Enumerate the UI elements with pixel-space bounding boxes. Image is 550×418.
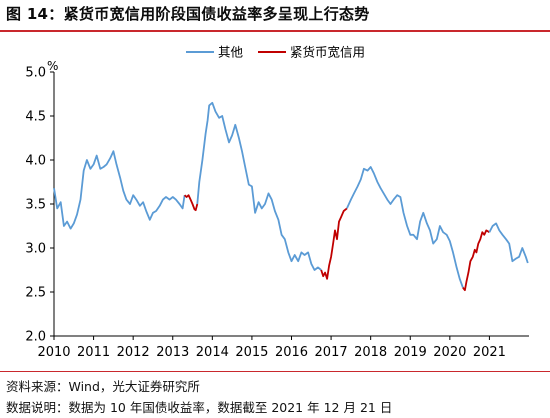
chart-axes: 2.0 2.5 3.0 3.5 4.0 4.5 5.0 % 2010 2011 2012 2013 20…: [25, 59, 529, 360]
title-rule: [0, 30, 550, 32]
tight-money-series-line-3: [320, 207, 348, 280]
other-series-line-2: [196, 101, 322, 271]
line-chart: 2.0 2.5 3.0 3.5 4.0 4.5 5.0 % 2010 2011 2012 2013 20…: [25, 45, 529, 360]
other-series-line-4: [346, 166, 464, 288]
y-tick-label: 5.0: [25, 66, 46, 81]
y-tick-label: 2.0: [25, 330, 46, 345]
tight-money-series-line-1: [183, 194, 199, 212]
chart-lines: [53, 101, 529, 292]
other-series-line-6: [488, 222, 529, 264]
y-unit-label: %: [47, 59, 58, 73]
x-tick-label: 2015: [235, 345, 268, 360]
footer-rule: [0, 371, 550, 372]
legend-label: 紧货币宽信用: [290, 45, 365, 60]
x-tick-label: 2021: [473, 345, 506, 360]
x-tick-label: 2017: [315, 345, 348, 360]
x-tick-label: 2012: [117, 345, 150, 360]
y-tick-label: 4.5: [25, 110, 46, 125]
y-tick-label: 3.0: [25, 242, 46, 257]
x-tick-label: 2014: [196, 345, 229, 360]
chart-legend: 其他 紧货币宽信用: [186, 45, 365, 60]
tight-money-series-line-5: [462, 229, 490, 292]
chart-title: 图 14：紧货币宽信用阶段国债收益率多呈现上行态势: [6, 5, 370, 23]
x-tick-label: 2013: [156, 345, 189, 360]
source-note: 资料来源：Wind，光大证券研究所: [6, 379, 200, 394]
x-tick-label: 2016: [275, 345, 308, 360]
legend-label: 其他: [218, 45, 244, 60]
x-tick-label: 2011: [77, 345, 110, 360]
x-tick-label: 2018: [354, 345, 387, 360]
data-note: 数据说明：数据为 10 年国债收益率，数据截至 2021 年 12 月 21 日: [6, 400, 393, 415]
x-tick-label: 2019: [394, 345, 427, 360]
x-tick-label: 2010: [37, 345, 70, 360]
y-tick-label: 4.0: [25, 154, 46, 169]
other-series-line-0: [53, 150, 186, 230]
y-tick-label: 2.5: [25, 286, 46, 301]
y-tick-label: 3.5: [25, 198, 46, 213]
x-tick-label: 2020: [433, 345, 466, 360]
